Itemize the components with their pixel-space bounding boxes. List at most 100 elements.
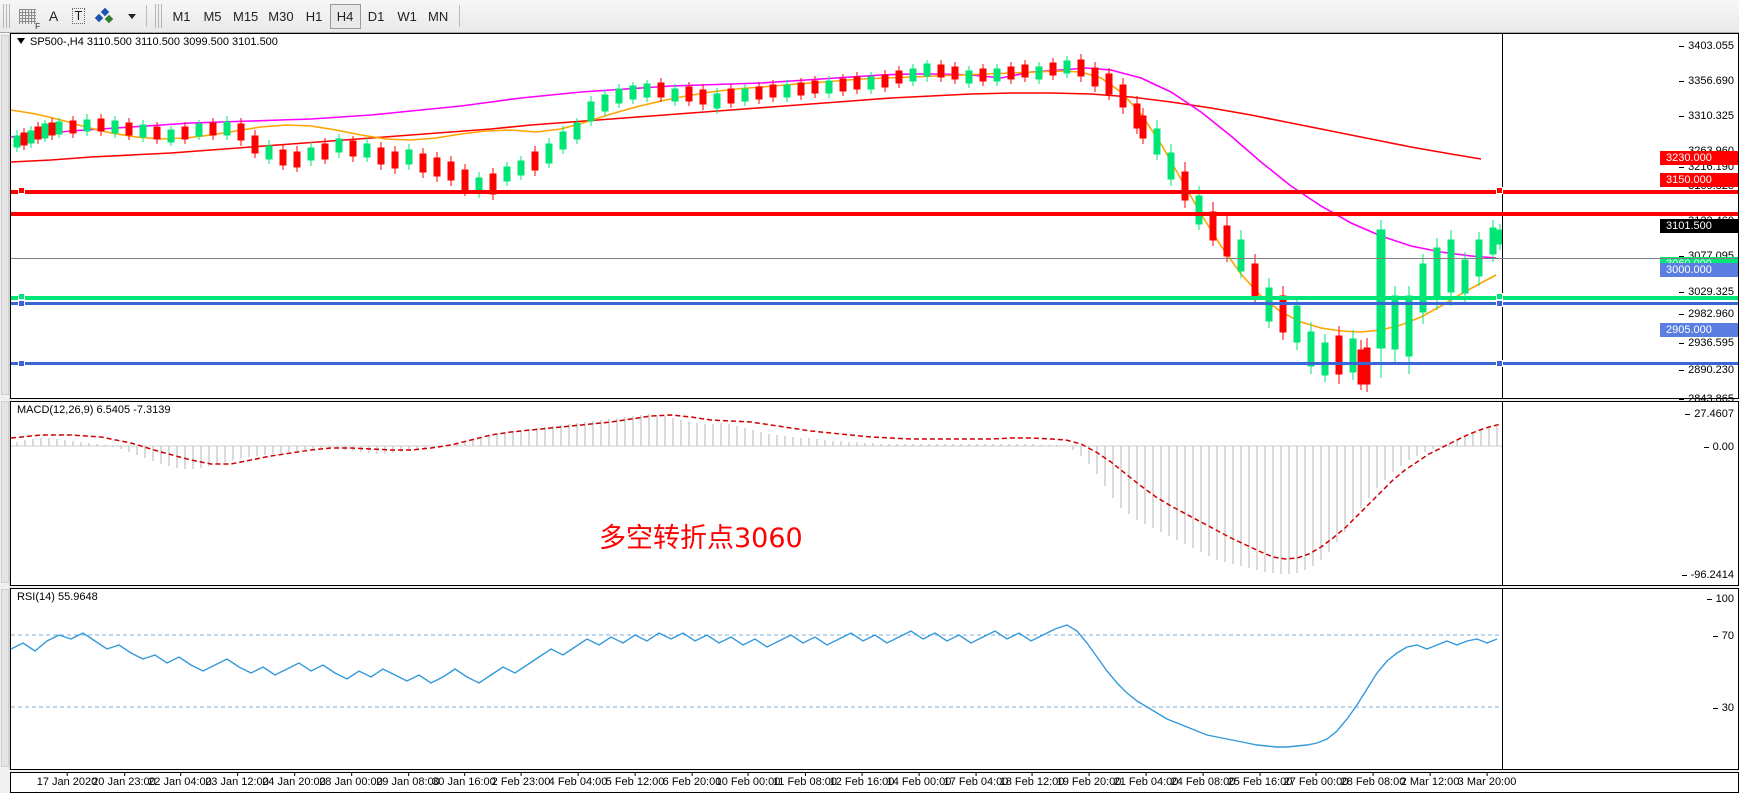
time-label: 20 Jan 23:00 — [92, 772, 156, 788]
y-tick: 0.00 — [1703, 441, 1734, 453]
price-tag-2905[interactable]: 2905.000 — [1660, 323, 1738, 337]
toolbar-divider-2 — [458, 5, 460, 27]
pane-resize-rail[interactable] — [0, 33, 10, 770]
level-handle-3060-right[interactable] — [1496, 293, 1503, 300]
pane-handle-price[interactable] — [1, 35, 9, 395]
level-handle-3000-right[interactable] — [1496, 300, 1503, 307]
pane-handle-macd[interactable] — [1, 401, 9, 583]
time-label: 17 Feb 04:00 — [943, 772, 1009, 788]
time-label: 27 Feb 00:00 — [1283, 772, 1349, 788]
macd-signal-line — [11, 414, 1502, 560]
time-label: 12 Feb 16:00 — [829, 772, 895, 788]
price-pane-label: SP500-,H4 3110.500 3110.500 3099.500 310… — [17, 36, 278, 48]
price-svg — [11, 54, 1504, 392]
time-label: 28 Feb 08:00 — [1340, 772, 1406, 788]
y-tick: 3403.055 — [1679, 40, 1734, 52]
y-tick: 100 — [1706, 593, 1734, 605]
y-tick: 2936.595 — [1679, 337, 1734, 349]
price-tag-3000[interactable]: 3000.000 — [1660, 263, 1738, 277]
y-tick: 27.4607 — [1685, 408, 1734, 420]
text-object-glyph: T — [71, 8, 86, 24]
timeframe-m1[interactable]: M1 — [166, 4, 197, 29]
price-tag-3230[interactable]: 3230.000 — [1660, 151, 1738, 165]
level-line-2905[interactable] — [11, 362, 1738, 365]
level-handle-3000-left[interactable] — [18, 300, 25, 307]
time-label: 14 Feb 00:00 — [886, 772, 952, 788]
timeframe-m5[interactable]: M5 — [197, 4, 228, 29]
level-line-3000-bar[interactable] — [11, 302, 1738, 305]
tf-label: H1 — [305, 8, 323, 24]
time-label: 30 Jan 16:00 — [432, 772, 496, 788]
level-handle-2905-left[interactable] — [18, 360, 25, 367]
timeframe-mn[interactable]: MN — [423, 4, 454, 29]
timeframe-w1[interactable]: W1 — [392, 4, 423, 29]
chart-annotation-text[interactable]: 多空转折点3060 — [599, 523, 803, 554]
rsi-svg — [11, 624, 1504, 748]
y-tick: 2982.960 — [1679, 308, 1734, 320]
macd-y-axis[interactable]: 27.4607 0.00 -96.2414 — [1502, 402, 1738, 585]
time-label: 11 Feb 08:00 — [772, 772, 838, 788]
price-pane[interactable]: SP500-,H4 3110.500 3110.500 3099.500 310… — [10, 33, 1739, 405]
macd-plot[interactable] — [11, 402, 1738, 585]
level-line-3230[interactable] — [11, 190, 1738, 194]
time-label: 17 Jan 2020 — [36, 772, 98, 788]
level-handle-3230-left[interactable] — [18, 187, 25, 194]
chart-area: SP500-,H4 3110.500 3110.500 3099.500 310… — [0, 33, 1739, 793]
toolbar-grip[interactable] — [3, 4, 12, 28]
time-label: 10 Feb 00:00 — [715, 772, 781, 788]
time-label: 22 Jan 04:00 — [148, 772, 212, 788]
time-label: 5 Feb 12:00 — [605, 772, 665, 788]
level-handle-3060-left[interactable] — [18, 293, 25, 300]
level-handle-2905-right[interactable] — [1496, 360, 1503, 367]
tf-label: M15 — [233, 8, 259, 24]
price-tag-3150[interactable]: 3150.000 — [1660, 173, 1738, 187]
shapes-dropdown-icon[interactable] — [119, 4, 141, 29]
y-tick: 3356.690 — [1679, 75, 1734, 87]
time-label: 2 Feb 23:00 — [491, 772, 551, 788]
price-pane-label-text: SP500-,H4 3110.500 3110.500 3099.500 310… — [30, 36, 278, 48]
level-handle-3230-right[interactable] — [1496, 187, 1503, 194]
y-tick: 70 — [1712, 630, 1734, 642]
price-y-axis[interactable]: 3403.055 3356.690 3310.325 3263.960 3216… — [1502, 34, 1738, 405]
time-label: 24 Jan 20:00 — [262, 772, 326, 788]
text-label-icon[interactable]: A — [41, 4, 66, 29]
collapse-triangle-icon[interactable] — [17, 38, 25, 44]
candlestick-series — [13, 54, 1504, 392]
timeframe-grip[interactable] — [155, 4, 164, 28]
timeframe-d1[interactable]: D1 — [361, 4, 392, 29]
price-plot[interactable] — [11, 34, 1738, 398]
ma-red-line — [11, 92, 1482, 163]
time-label: 24 Feb 08:00 — [1170, 772, 1236, 788]
ma-orange-line — [11, 70, 1497, 333]
y-tick: 2890.230 — [1679, 364, 1734, 376]
text-label-glyph: A — [48, 8, 59, 24]
text-object-icon[interactable]: T — [66, 4, 91, 29]
timeframe-m15[interactable]: M15 — [228, 4, 263, 29]
rsi-pane-label-text: RSI(14) 55.9648 — [17, 591, 98, 603]
level-line-3101[interactable] — [11, 258, 1738, 259]
timeframe-h1[interactable]: H1 — [299, 4, 330, 29]
rsi-pane[interactable]: RSI(14) 55.9648 100 70 30 — [10, 588, 1739, 770]
time-label: 19 Feb 20:00 — [1056, 772, 1122, 788]
timeframe-h4[interactable]: H4 — [329, 3, 361, 29]
macd-pane-label-text: MACD(12,26,9) 6.5405 -7.3139 — [17, 404, 171, 416]
rsi-plot[interactable] — [11, 589, 1738, 769]
rsi-y-axis[interactable]: 100 70 30 — [1502, 589, 1738, 769]
level-line-3150[interactable] — [11, 212, 1738, 216]
level-line-3060[interactable] — [11, 296, 1738, 300]
shapes-icon[interactable] — [91, 4, 119, 29]
tf-label: M5 — [203, 8, 222, 24]
time-label: 18 Feb 12:00 — [999, 772, 1065, 788]
tf-label: D1 — [367, 8, 385, 24]
timeframe-m30[interactable]: M30 — [263, 4, 298, 29]
tf-label: W1 — [397, 8, 417, 24]
time-axis[interactable]: 17 Jan 2020 20 Jan 23:00 22 Jan 04:00 23… — [10, 772, 1739, 793]
rsi-pane-label: RSI(14) 55.9648 — [17, 591, 98, 603]
time-label: 3 Mar 20:00 — [1457, 772, 1517, 788]
pane-handle-rsi[interactable] — [1, 589, 9, 767]
crosshair-grid-icon[interactable] — [14, 4, 41, 31]
main-toolbar: A T M1 M5 M15 M30 H1 H4 D1 W1 MN — [0, 0, 1739, 33]
macd-pane[interactable]: MACD(12,26,9) 6.5405 -7.3139 多空转折点3060 2… — [10, 401, 1739, 586]
y-tick: 3029.325 — [1679, 286, 1734, 298]
